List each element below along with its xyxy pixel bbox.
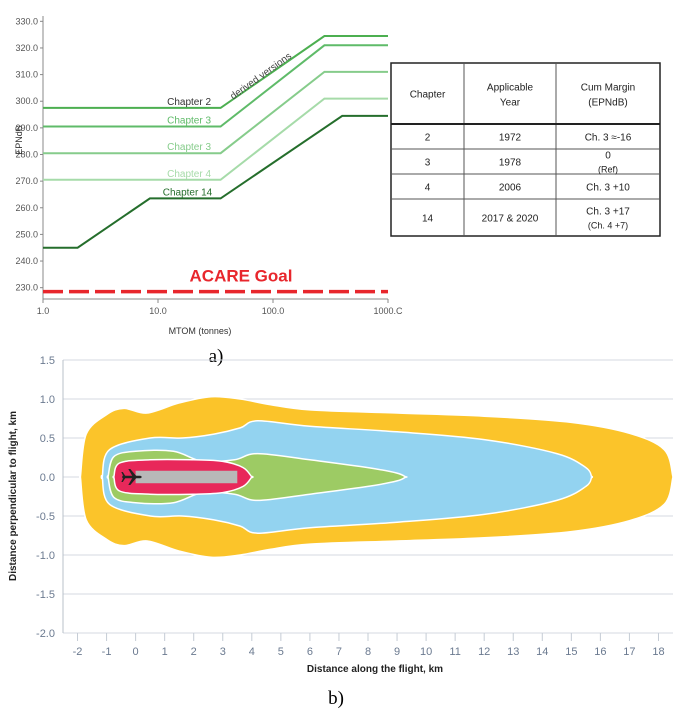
x-tick-label: 3 xyxy=(220,646,226,658)
y-tick-label: 260.0 xyxy=(15,203,38,213)
y-tick-label: -2.0 xyxy=(36,628,55,640)
y-tick-label: 300.0 xyxy=(15,96,38,106)
chapter-line-0 xyxy=(43,35,388,109)
chapter-line-label: Chapter 3 xyxy=(167,116,211,127)
panel-label-a: a) xyxy=(209,346,224,367)
table-cell: Ch. 3 +10 xyxy=(586,183,630,194)
x-tick-label: 1000.C xyxy=(373,306,403,316)
x-tick-label: 18 xyxy=(652,646,664,658)
chapter-table: Chapter Applicable Year Cum Margin (EPNdB) 2 1… xyxy=(390,62,661,237)
chapter-line-2 xyxy=(43,70,388,155)
table-cell: 1978 xyxy=(499,158,522,169)
x-tick-label: 4 xyxy=(249,646,255,658)
table-cell: 0 (Ref) xyxy=(598,151,618,175)
y-tick-label: -0.5 xyxy=(36,511,55,523)
x-tick-label: 100.0 xyxy=(262,306,285,316)
y-tick-label: -1.0 xyxy=(36,550,55,562)
x-tick-label: -2 xyxy=(73,646,83,658)
x-axis-title: Distance along the flight, km xyxy=(307,664,443,675)
airplane-fuselage xyxy=(122,475,142,479)
airplane-wings xyxy=(128,469,137,485)
table-cell: 2017 & 2020 xyxy=(482,214,539,225)
y-tick-label: 270.0 xyxy=(15,176,38,186)
x-tick-label: 10 xyxy=(420,646,432,658)
table-cell: 3 xyxy=(425,158,431,169)
y-axis-title: Distance perpendicular to flight, km xyxy=(8,411,19,581)
acare-goal-label: ACARE Goal xyxy=(190,267,293,286)
x-tick-label: 10.0 xyxy=(149,306,167,316)
y-tick-label: 290.0 xyxy=(15,123,38,133)
panel-b-chart: 1.51.00.50.0-0.5-1.0-1.5-2.0-2 -1 0 1 2 3 4 5 6 7… xyxy=(8,355,673,675)
y-axis-title: EPNdB xyxy=(14,125,24,155)
y-tick-label: 330.0 xyxy=(15,16,38,26)
x-tick-label: -1 xyxy=(102,646,112,658)
chapter-line-label: Chapter 14 xyxy=(163,187,213,198)
y-tick-label: 310.0 xyxy=(15,70,38,80)
x-tick-label: 6 xyxy=(307,646,313,658)
y-tick-label: 320.0 xyxy=(15,43,38,53)
x-tick-label: 1 xyxy=(162,646,168,658)
x-tick-label: 9 xyxy=(394,646,400,658)
table-cell: 4 xyxy=(425,183,431,194)
chapter-line-4 xyxy=(43,114,388,249)
y-tick-label: 0.0 xyxy=(40,472,55,484)
table-cell: 2 xyxy=(425,133,431,144)
table-cell: Ch. 3 +17 (Ch. 4 +7) xyxy=(586,207,630,231)
panel-a-chart: 330.0 320.0 310.0 300.0 290.0 280.0 270.0 260.0… xyxy=(14,16,403,336)
table-cell: 14 xyxy=(422,214,434,225)
chapter-line-1 xyxy=(43,44,388,128)
table-header-cell: Chapter xyxy=(410,90,446,101)
x-tick-label: 11 xyxy=(449,646,460,658)
runway-bar xyxy=(135,470,238,484)
x-tick-label: 12 xyxy=(478,646,490,658)
table-cell: 1972 xyxy=(499,133,522,144)
airplane-tail xyxy=(121,472,126,482)
table-header-cell: Cum Margin (EPNdB) xyxy=(581,83,635,109)
y-tick-label: -1.5 xyxy=(36,589,55,601)
y-tick-label: 240.0 xyxy=(15,256,38,266)
x-tick-label: 7 xyxy=(336,646,342,658)
x-tick-label: 13 xyxy=(507,646,519,658)
x-tick-label: 1.0 xyxy=(37,306,50,316)
x-tick-label: 0 xyxy=(133,646,139,658)
y-tick-label: 230.0 xyxy=(15,283,38,293)
y-tick-label: 0.5 xyxy=(40,433,55,445)
airplane-icon xyxy=(121,469,142,485)
x-tick-label: 5 xyxy=(278,646,284,658)
y-tick-label: 1.0 xyxy=(40,394,55,406)
x-tick-label: 15 xyxy=(565,646,577,658)
table-header-cell: Applicable Year xyxy=(487,83,534,109)
x-axis-title: MTOM (tonnes) xyxy=(169,326,232,336)
y-tick-label: 1.5 xyxy=(40,355,55,367)
y-tick-label: 250.0 xyxy=(15,229,38,239)
x-tick-label: 17 xyxy=(623,646,635,658)
x-tick-label: 16 xyxy=(594,646,606,658)
chapter-line-label: Chapter 2 xyxy=(167,97,211,108)
x-tick-label: 8 xyxy=(365,646,371,658)
chapter-line-3 xyxy=(43,97,388,181)
y-tick-label: 280.0 xyxy=(15,150,38,160)
chapter-line-label: Chapter 4 xyxy=(167,169,211,180)
x-tick-label: 2 xyxy=(191,646,197,658)
table-cell: 2006 xyxy=(499,183,522,194)
panel-label-b: b) xyxy=(328,688,344,709)
table-cell: Ch. 3 ≈-16 xyxy=(585,133,632,144)
chapter-line-label: Chapter 3 xyxy=(167,142,211,153)
x-tick-label: 14 xyxy=(536,646,548,658)
